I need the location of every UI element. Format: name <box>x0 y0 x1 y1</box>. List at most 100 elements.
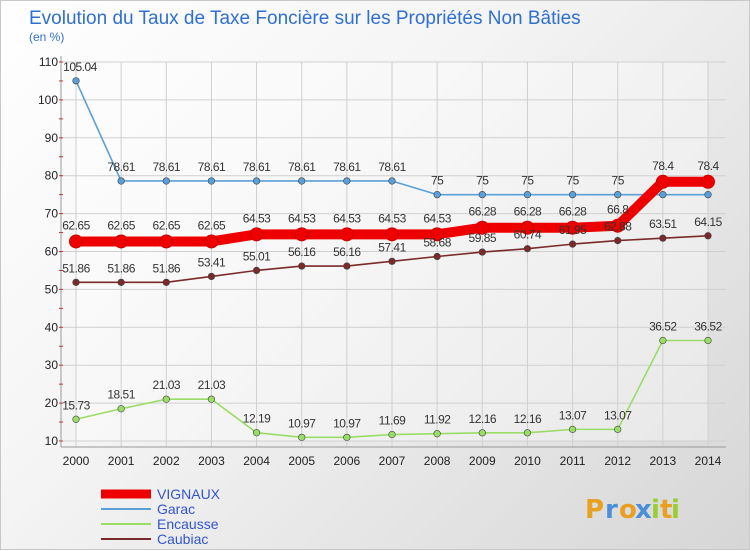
data-point-encausse <box>117 405 125 413</box>
x-tick-label: 2006 <box>334 454 361 468</box>
data-label-vignaux: 66.28 <box>514 205 542 219</box>
data-label-caubiac: 58.68 <box>423 236 451 250</box>
data-point-vignaux <box>520 220 535 235</box>
data-point-caubiac <box>298 262 306 270</box>
legend-label-caubiac: Caubiac <box>157 531 208 547</box>
data-label-garac: 78.61 <box>107 160 135 174</box>
data-label-vignaux: 66.8 <box>607 203 629 217</box>
data-point-garac <box>433 191 441 199</box>
data-point-caubiac <box>659 234 667 242</box>
data-point-encausse <box>433 430 441 438</box>
x-tick-label: 2011 <box>560 454 586 468</box>
data-point-vignaux <box>430 227 445 242</box>
data-label-garac: 78.61 <box>198 160 226 174</box>
data-point-vignaux <box>294 227 309 242</box>
data-point-vignaux <box>701 174 715 189</box>
data-point-caubiac <box>252 266 261 275</box>
chart-title: Evolution du Taux de Taxe Foncière sur l… <box>29 8 581 29</box>
data-label-caubiac: 63.51 <box>649 217 677 231</box>
data-point-garac <box>388 177 396 185</box>
y-tick-label: 40 <box>45 320 59 334</box>
x-tick-label: 2013 <box>650 454 677 468</box>
data-point-garac <box>162 177 170 185</box>
x-tick-label: 2001 <box>108 454 135 468</box>
y-tick-label: 90 <box>45 131 59 145</box>
data-point-caubiac <box>72 278 80 286</box>
data-point-encausse <box>478 429 486 437</box>
data-point-garac <box>298 177 306 185</box>
y-tick-label: 70 <box>45 207 59 221</box>
data-label-caubiac: 57.41 <box>378 240 406 254</box>
data-label-caubiac: 60.74 <box>514 228 542 242</box>
data-label-garac: 75 <box>521 174 534 188</box>
data-point-garac <box>614 191 622 199</box>
y-tick-label: 50 <box>45 282 59 296</box>
logo-letter: r <box>605 495 618 525</box>
data-label-garac: 78.61 <box>333 160 361 174</box>
data-label-encausse: 13.07 <box>559 408 587 422</box>
data-point-caubiac <box>162 278 170 286</box>
data-label-encausse: 18.51 <box>107 388 135 402</box>
data-point-encausse <box>614 425 622 433</box>
data-point-garac <box>117 177 125 185</box>
data-point-caubiac <box>207 272 216 281</box>
x-tick-label: 2012 <box>604 454 631 468</box>
logo-letter: t <box>660 495 672 525</box>
data-label-garac: 75 <box>431 174 444 188</box>
data-point-vignaux <box>385 227 399 242</box>
data-point-encausse <box>568 425 577 433</box>
data-point-encausse <box>72 415 80 423</box>
data-label-vignaux: 78.4 <box>652 159 674 173</box>
data-point-garac <box>478 191 486 199</box>
data-label-encausse: 12.16 <box>469 412 497 426</box>
data-label-vignaux: 62.65 <box>62 218 90 232</box>
data-point-vignaux <box>204 234 219 249</box>
data-label-caubiac: 61.95 <box>559 223 587 237</box>
data-label-encausse: 13.07 <box>604 408 632 422</box>
x-tick-label: 2009 <box>469 454 496 468</box>
data-label-garac: 78.61 <box>378 160 406 174</box>
data-label-caubiac: 51.86 <box>107 261 135 275</box>
data-point-caubiac <box>614 236 622 245</box>
x-tick-label: 2005 <box>288 454 315 468</box>
data-point-caubiac <box>433 252 441 261</box>
data-label-caubiac: 51.86 <box>153 261 181 275</box>
data-label-encausse: 21.03 <box>153 378 181 392</box>
data-point-garac <box>568 191 577 199</box>
data-point-vignaux <box>339 227 354 242</box>
data-point-encausse <box>162 395 170 403</box>
data-label-garac: 75 <box>476 174 489 188</box>
data-point-caubiac <box>478 248 486 256</box>
data-label-vignaux: 64.53 <box>333 211 361 225</box>
data-label-garac: 78.61 <box>243 160 271 174</box>
data-point-caubiac <box>568 240 577 248</box>
data-label-garac: 105.04 <box>63 60 98 74</box>
data-point-vignaux <box>565 220 580 235</box>
data-label-encausse: 11.69 <box>379 414 406 428</box>
data-label-caubiac: 62.88 <box>604 220 632 234</box>
data-label-vignaux: 64.53 <box>243 211 271 225</box>
data-point-vignaux <box>475 220 490 235</box>
data-label-encausse: 36.52 <box>649 319 677 333</box>
data-point-vignaux <box>159 234 174 249</box>
data-point-caubiac <box>343 262 351 270</box>
x-tick-label: 2004 <box>243 454 270 468</box>
data-point-vignaux <box>114 234 129 249</box>
data-label-caubiac: 55.01 <box>243 249 271 263</box>
logo-letter: P <box>585 495 604 525</box>
data-label-encausse: 36.52 <box>694 319 722 333</box>
data-point-vignaux <box>249 227 264 242</box>
data-point-encausse <box>252 429 261 437</box>
data-point-encausse <box>388 430 396 439</box>
data-label-vignaux: 62.65 <box>153 218 181 232</box>
data-label-garac: 75 <box>612 174 625 188</box>
data-label-caubiac: 53.41 <box>198 255 226 269</box>
data-label-caubiac: 56.16 <box>288 245 316 259</box>
x-tick-label: 2007 <box>379 454 406 468</box>
data-label-caubiac: 51.86 <box>62 261 90 275</box>
plot-area: 10 20 30 40 50 60 70 80 90 100 110 2000 2001 2002 2003… <box>38 55 726 468</box>
y-tick-label: 60 <box>45 245 59 259</box>
data-point-caubiac <box>117 278 125 286</box>
data-point-encausse <box>343 433 351 441</box>
